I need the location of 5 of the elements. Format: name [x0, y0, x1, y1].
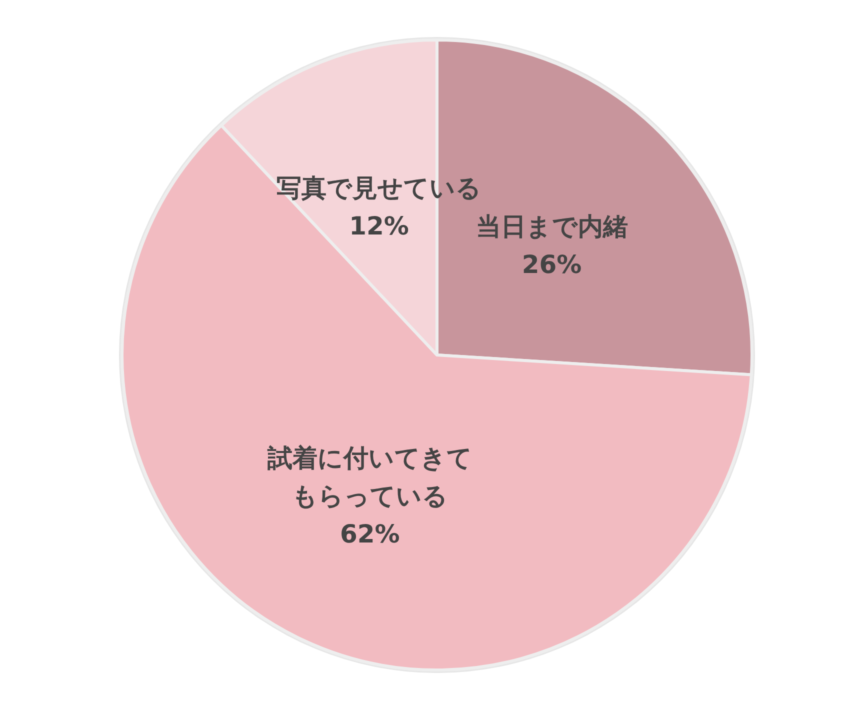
slice-label: 当日まで内緒: [476, 212, 628, 242]
data-label: 62%: [340, 519, 400, 548]
data-label: 12%: [349, 211, 409, 240]
data-label: 26%: [522, 250, 582, 280]
slice-label: 試着に付いてきてもらっている: [266, 443, 472, 510]
